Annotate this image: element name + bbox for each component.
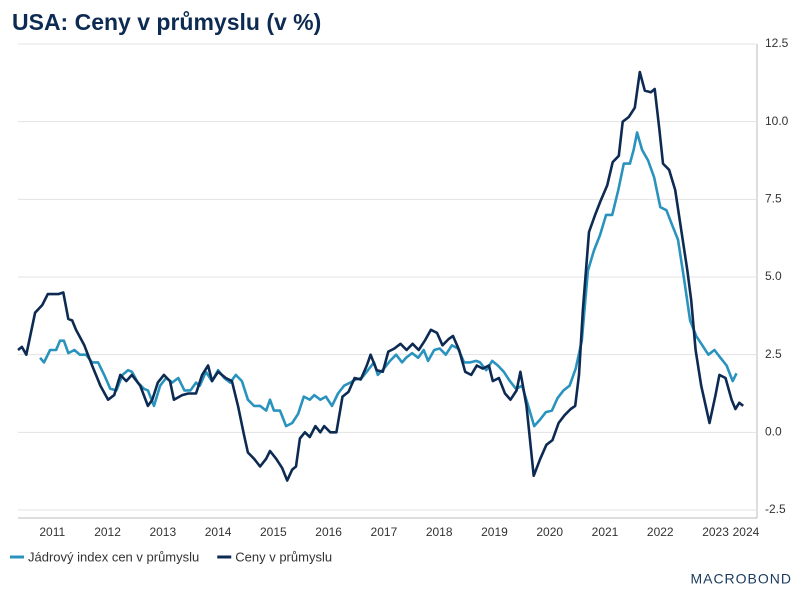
y-tick-label: 2.5 xyxy=(765,347,782,361)
x-tick-label: 2020 xyxy=(536,525,563,539)
x-tick-label: 2018 xyxy=(426,525,453,539)
x-tick-label: 2019 xyxy=(481,525,508,539)
chart-title: USA: Ceny v průmyslu (v %) xyxy=(12,9,321,35)
y-tick-label: -2.5 xyxy=(765,502,786,516)
x-tick-label: 2017 xyxy=(371,525,398,539)
x-tick-label: 2012 xyxy=(94,525,121,539)
x-tick-label: 2015 xyxy=(260,525,287,539)
brand-logo: MACROBOND xyxy=(690,571,792,587)
x-tick-label: 2013 xyxy=(149,525,176,539)
x-tick-label: 2016 xyxy=(315,525,342,539)
x-tick-label: 2021 xyxy=(592,525,619,539)
series-line xyxy=(17,70,745,482)
legend-label: Jádrový index cen v průmyslu xyxy=(28,549,199,564)
y-tick-label: 5.0 xyxy=(765,269,782,283)
x-tick-label: 2014 xyxy=(205,525,232,539)
legend-label: Ceny v průmyslu xyxy=(235,549,332,564)
x-tick-label: 2011 xyxy=(39,525,65,539)
x-tick-label: 2022 xyxy=(647,525,674,539)
series-line xyxy=(39,131,738,428)
y-tick-label: 7.5 xyxy=(765,192,782,206)
y-tick-label: 0.0 xyxy=(765,425,782,439)
y-tick-label: 12.5 xyxy=(765,36,789,50)
x-tick-label: 2024 xyxy=(733,525,760,539)
y-tick-label: 10.0 xyxy=(765,114,789,128)
x-tick-label: 2023 xyxy=(702,525,729,539)
